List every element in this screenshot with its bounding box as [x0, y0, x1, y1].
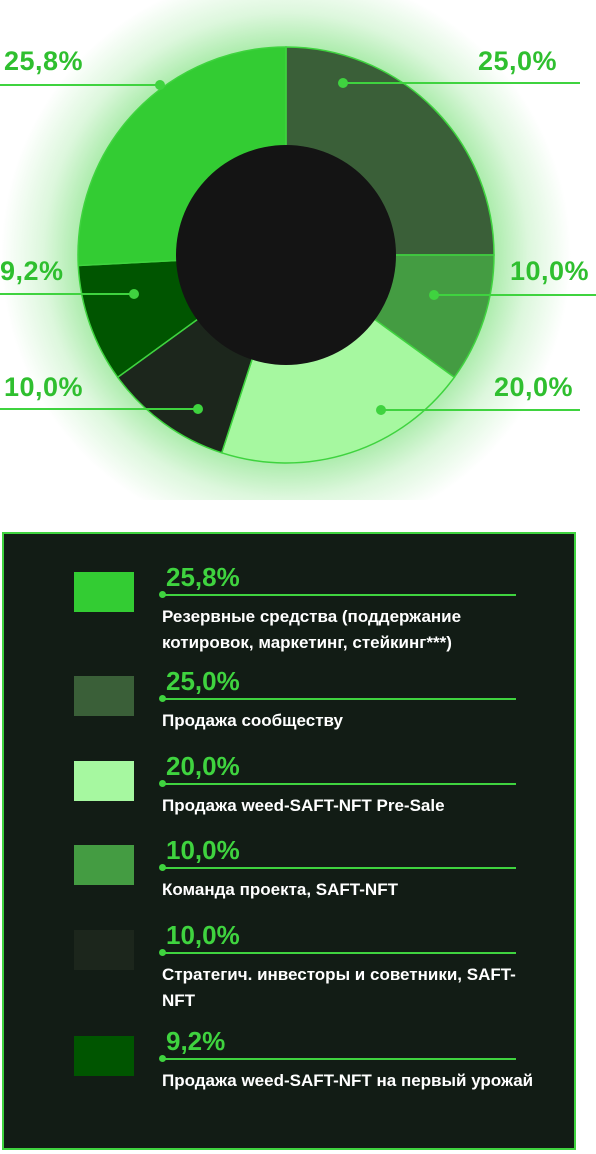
- callouts-group: [0, 78, 596, 415]
- legend-percent: 9,2%: [166, 1026, 226, 1056]
- legend-swatch: [74, 1036, 134, 1076]
- legend-divider: [162, 867, 516, 869]
- slice-label-team: 10,0%: [510, 256, 590, 286]
- slice-label-community: 25,0%: [478, 46, 558, 76]
- legend-percent: 20,0%: [166, 751, 240, 781]
- legend-divider: [162, 1058, 516, 1060]
- legend-panel: 25,8% Резервные средства (поддержание ко…: [2, 532, 576, 1150]
- legend-description: Команда проекта, SAFT-NFT: [162, 880, 398, 899]
- leader-dot-team: [429, 290, 439, 300]
- legend-description: Резервные средства (поддержание котирово…: [162, 607, 462, 652]
- legend-description: Продажа weed-SAFT-NFT Pre-Sale: [162, 796, 445, 815]
- legend-description: Стратегич. инвесторы и советники, SAFT-N…: [162, 965, 516, 1010]
- legend-divider: [162, 698, 516, 700]
- leader-dot-community: [338, 78, 348, 88]
- leader-dot-presale: [376, 405, 386, 415]
- slice-label-presale: 20,0%: [494, 372, 574, 402]
- legend-description: Продажа weed-SAFT-NFT на первый урожай: [162, 1071, 534, 1090]
- legend-percent: 10,0%: [166, 835, 240, 865]
- donut-chart-svg: [0, 0, 596, 500]
- legend-percent: 25,0%: [166, 666, 240, 696]
- legend-description: Продажа сообществу: [162, 711, 344, 730]
- legend-swatch: [74, 845, 134, 885]
- legend-divider: [162, 952, 516, 954]
- slice-label-investors: 10,0%: [4, 372, 84, 402]
- leader-dot-reserve: [155, 80, 165, 90]
- legend-swatch: [74, 676, 134, 716]
- legend-percent: 10,0%: [166, 920, 240, 950]
- donut-center-hole: [176, 145, 396, 365]
- legend-swatch: [74, 761, 134, 801]
- legend-divider: [162, 783, 516, 785]
- slice-label-reserve: 25,8%: [4, 46, 84, 76]
- slice-label-harvest: 9,2%: [0, 256, 64, 286]
- legend-percent: 25,8%: [166, 562, 240, 592]
- donut-chart: 25,8% 25,0% 10,0% 9,2% 10,0% 20,0%: [0, 0, 596, 500]
- legend-divider: [162, 594, 516, 596]
- leader-dot-harvest: [129, 289, 139, 299]
- legend-swatch: [74, 930, 134, 970]
- legend-swatch: [74, 572, 134, 612]
- leader-dot-investors: [193, 404, 203, 414]
